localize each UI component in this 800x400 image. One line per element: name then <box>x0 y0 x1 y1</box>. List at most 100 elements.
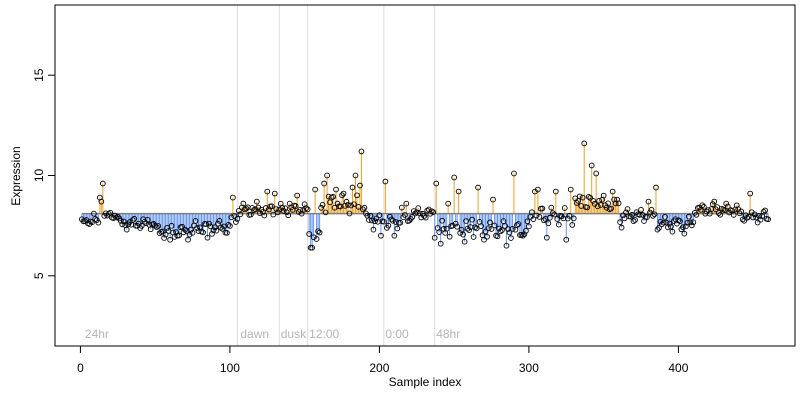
data-point <box>123 226 130 233</box>
data-point <box>237 211 244 218</box>
point-group <box>79 140 771 251</box>
data-point <box>390 217 396 224</box>
data-point <box>699 202 706 209</box>
data-point <box>530 216 537 223</box>
data-point <box>144 217 151 223</box>
data-point <box>398 204 405 211</box>
data-point <box>455 188 462 195</box>
data-point <box>188 226 194 233</box>
data-point <box>470 234 477 240</box>
phase-label: dawn <box>240 327 269 341</box>
data-point <box>252 206 259 213</box>
data-point <box>717 211 724 218</box>
data-point <box>721 207 728 213</box>
data-point <box>339 192 345 199</box>
data-point <box>662 213 668 220</box>
data-point <box>279 204 286 211</box>
data-point <box>551 211 558 218</box>
data-point <box>648 206 655 213</box>
data-point <box>638 206 644 213</box>
data-point <box>292 203 299 209</box>
data-point <box>212 224 218 231</box>
phase-label-group: 24hr dawn dusk 12:00 0:00 48hr <box>85 327 460 341</box>
data-point <box>271 190 278 197</box>
data-point <box>306 231 312 237</box>
data-point <box>210 227 217 233</box>
data-point <box>179 223 185 230</box>
data-point <box>563 236 570 243</box>
data-point <box>618 224 625 231</box>
data-point <box>361 204 368 211</box>
data-point <box>182 226 188 233</box>
data-point <box>443 225 450 232</box>
data-point <box>621 215 628 222</box>
data-point <box>585 193 592 200</box>
data-point <box>240 200 247 207</box>
data-point <box>231 213 238 219</box>
data-point <box>324 172 330 179</box>
data-point <box>415 205 422 211</box>
data-point <box>348 202 354 209</box>
data-point <box>724 203 731 210</box>
data-point <box>497 228 504 235</box>
data-point <box>185 236 191 243</box>
data-point <box>409 213 416 220</box>
data-point <box>430 209 437 216</box>
data-point <box>564 215 571 222</box>
data-point <box>506 229 513 236</box>
data-point <box>436 229 443 235</box>
data-point <box>373 215 380 222</box>
data-point <box>614 196 620 203</box>
data-point <box>683 223 689 230</box>
data-point <box>508 235 514 241</box>
data-point <box>700 203 707 210</box>
data-point <box>457 230 463 236</box>
data-point <box>334 200 341 207</box>
x-axis-label: Sample index <box>389 375 462 389</box>
data-point <box>715 210 722 216</box>
data-point <box>120 218 127 225</box>
data-point <box>526 223 532 230</box>
data-point <box>490 196 496 203</box>
data-point <box>464 225 471 232</box>
data-point <box>535 186 541 193</box>
data-point <box>500 218 507 224</box>
data-point <box>451 174 458 181</box>
data-point <box>629 211 635 218</box>
plot-frame <box>54 4 796 347</box>
data-point <box>176 232 182 239</box>
data-point <box>186 231 193 238</box>
data-point <box>617 219 623 225</box>
data-point <box>224 229 230 236</box>
data-point <box>605 200 611 207</box>
y-tick-label: 5 <box>32 272 46 279</box>
data-point <box>653 184 659 191</box>
data-point <box>228 214 235 221</box>
data-point <box>466 227 472 233</box>
data-point <box>381 218 387 225</box>
data-point <box>663 219 670 226</box>
data-point <box>354 192 360 199</box>
data-point <box>681 230 688 237</box>
data-point <box>454 223 460 230</box>
data-point <box>693 211 700 218</box>
data-point <box>153 224 160 230</box>
data-point <box>654 226 661 233</box>
data-point <box>216 218 223 224</box>
data-point <box>204 234 211 241</box>
data-point <box>230 194 236 201</box>
data-point <box>105 211 112 217</box>
data-point <box>529 209 535 216</box>
data-point <box>554 216 561 222</box>
data-point <box>162 231 169 238</box>
data-point <box>687 219 694 226</box>
data-point <box>690 219 697 226</box>
data-point <box>264 188 271 195</box>
data-point <box>270 211 277 218</box>
data-point <box>594 203 601 210</box>
data-point <box>523 228 529 234</box>
data-point <box>234 216 241 222</box>
data-point <box>312 186 318 193</box>
data-point <box>566 212 573 219</box>
